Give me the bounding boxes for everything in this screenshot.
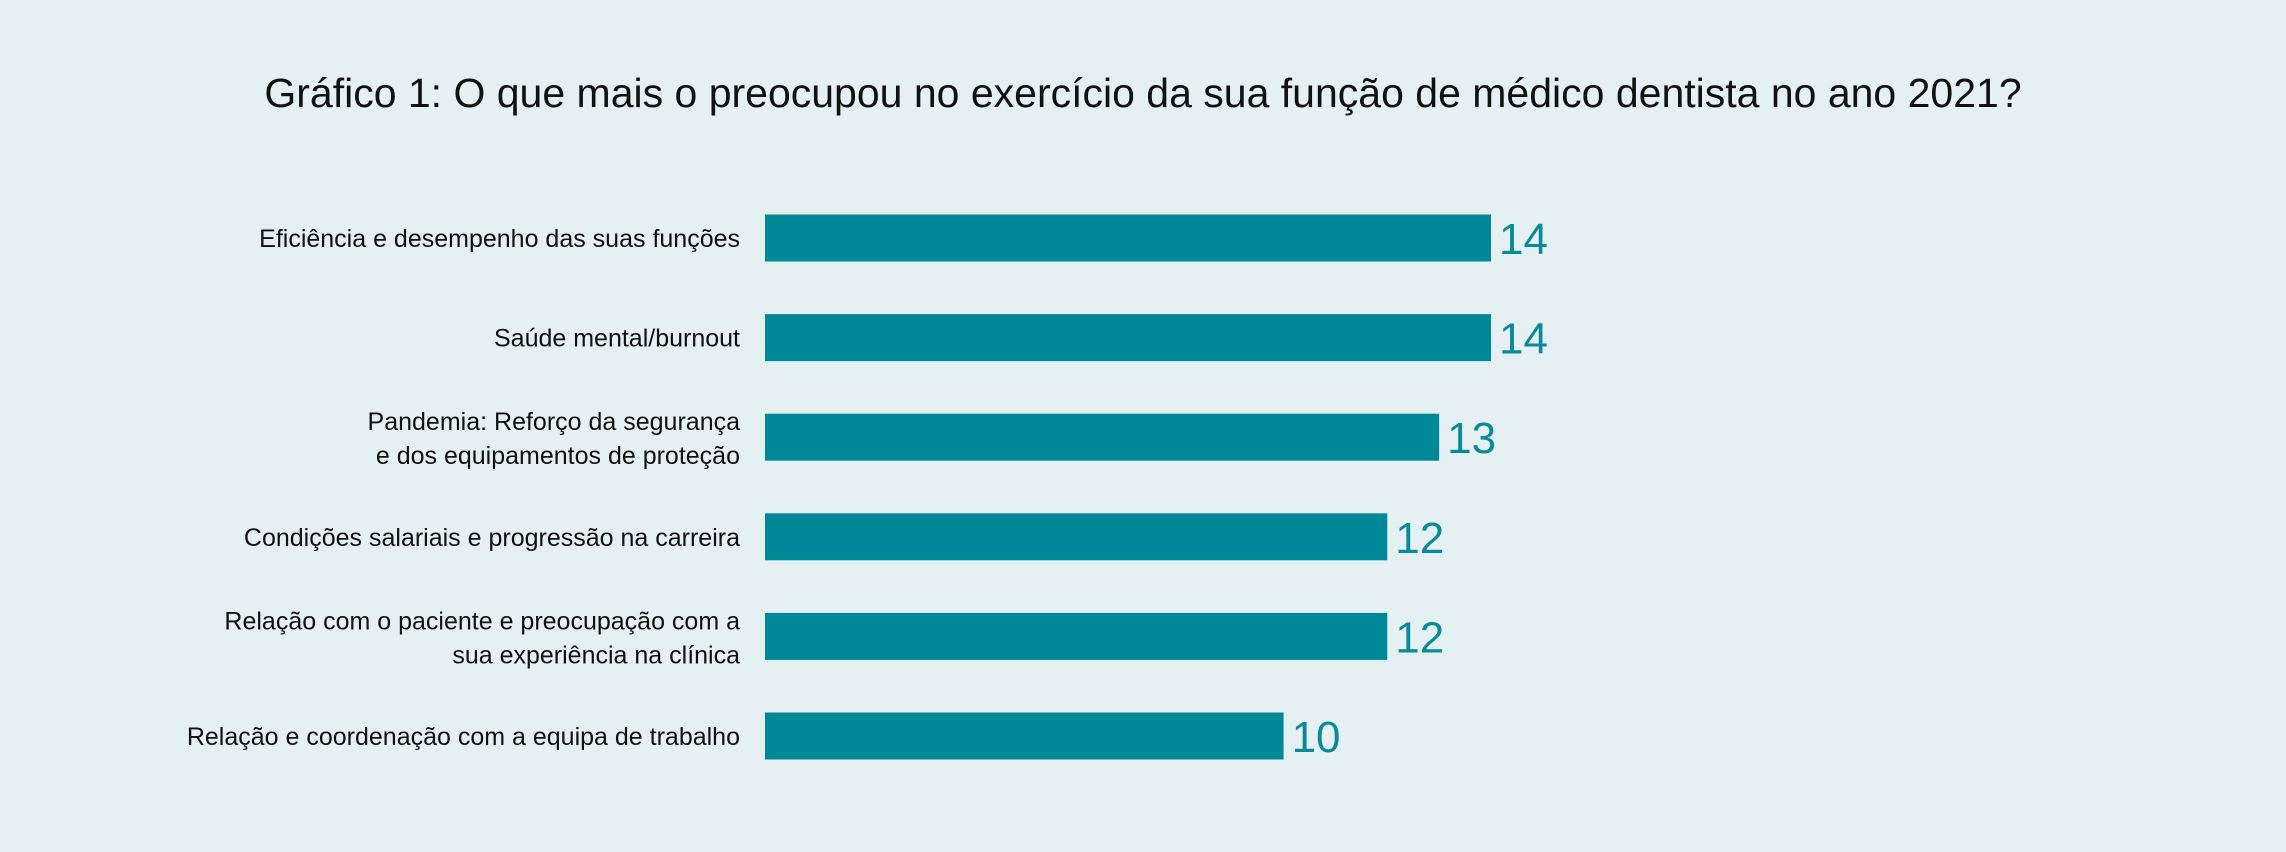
bar (765, 214, 1491, 262)
chart-title: Gráfico 1: O que mais o preocupou no exe… (264, 70, 2022, 116)
bar (765, 513, 1388, 561)
category-label: Relação e coordenação com a equipa de tr… (187, 723, 740, 751)
category-label: e dos equipamentos de proteção (376, 442, 740, 470)
category-label: Pandemia: Reforço da segurança (368, 408, 741, 436)
category-label: sua experiência na clínica (452, 641, 740, 669)
value-label: 14 (1499, 315, 1548, 364)
category-label: Saúde mental/burnout (494, 325, 740, 353)
value-label: 10 (1292, 713, 1341, 762)
bar (765, 314, 1491, 362)
value-label: 12 (1395, 613, 1444, 662)
value-label: 12 (1395, 514, 1444, 563)
value-label: 13 (1447, 414, 1496, 463)
value-label: 14 (1499, 215, 1548, 264)
category-label: Condições salariais e progressão na carr… (244, 524, 740, 552)
bar (765, 612, 1388, 660)
category-label: Eficiência e desempenho das suas funções (259, 225, 740, 253)
bar (765, 413, 1440, 461)
category-label: Relação com o paciente e preocupação com… (224, 607, 740, 635)
bar (765, 712, 1284, 760)
